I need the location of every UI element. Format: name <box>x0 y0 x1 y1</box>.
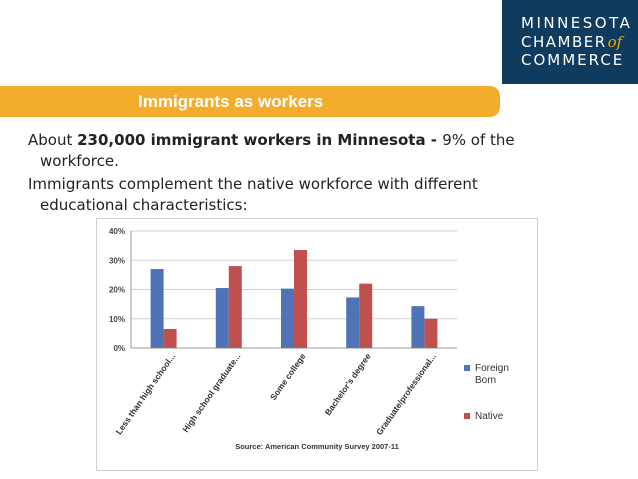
y-tick-label: 0% <box>113 344 125 353</box>
bar-native <box>359 283 373 348</box>
p1-prefix: About <box>28 131 78 149</box>
logo-line-3: COMMERCE <box>521 51 625 69</box>
logo-line-1: MINNESOTA <box>521 14 633 32</box>
chamber-logo: MINNESOTA CHAMBERof COMMERCE <box>502 0 638 84</box>
p2-line-1: Immigrants complement the native workfor… <box>28 175 478 193</box>
legend-swatch <box>464 365 470 371</box>
x-tick-label: Some college <box>268 351 308 402</box>
p2-line-2: educational characteristics: <box>40 196 248 214</box>
bar-native <box>228 266 242 348</box>
logo-line-2-of: of <box>607 33 623 51</box>
slide-title: Immigrants as workers <box>138 92 324 111</box>
legend-swatch <box>464 413 470 419</box>
x-tick-label: Bachelor's degree <box>323 351 373 417</box>
y-tick-label: 20% <box>109 286 125 295</box>
bar-chart: 0% 10% 20% 30% 40% Less than high school... Hi… <box>96 218 538 471</box>
x-tick-label: Graduate/professional... <box>374 351 438 436</box>
title-banner: Immigrants as workers <box>0 86 500 117</box>
paragraph-workers: About 230,000 immigrant workers in Minne… <box>28 130 588 172</box>
logo-line-2: CHAMBERof <box>521 33 622 51</box>
y-tick-label: 10% <box>109 315 125 324</box>
p1-bold: 230,000 immigrant workers in Minnesota - <box>77 131 443 149</box>
bar-foreign-born <box>411 306 425 348</box>
bar-native <box>163 328 177 348</box>
bar-foreign-born <box>215 288 229 348</box>
x-tick-label: High school graduate... <box>180 351 242 434</box>
bar-foreign-born <box>281 288 294 348</box>
logo-line-2-main: CHAMBER <box>521 33 607 51</box>
chart-source: Source: American Community Survey 2007-1… <box>235 442 399 451</box>
legend-label: Foreign <box>475 363 509 374</box>
bar-native <box>424 318 438 348</box>
bar-native <box>294 250 307 348</box>
x-tick-label: Less than high school... <box>114 351 178 436</box>
y-tick-label: 30% <box>109 256 125 265</box>
chart-svg: 0% 10% 20% 30% 40% Less than high school... Hi… <box>109 227 509 451</box>
bar-foreign-born <box>346 297 360 348</box>
paragraph-complement: Immigrants complement the native workfor… <box>28 174 588 216</box>
legend-label: Native <box>475 411 504 422</box>
p1-line-2: workforce. <box>40 152 119 170</box>
p1-suffix: 9% of the <box>442 131 515 149</box>
legend-label: Born <box>475 375 496 386</box>
bar-foreign-born <box>150 269 164 348</box>
y-tick-label: 40% <box>109 227 125 236</box>
